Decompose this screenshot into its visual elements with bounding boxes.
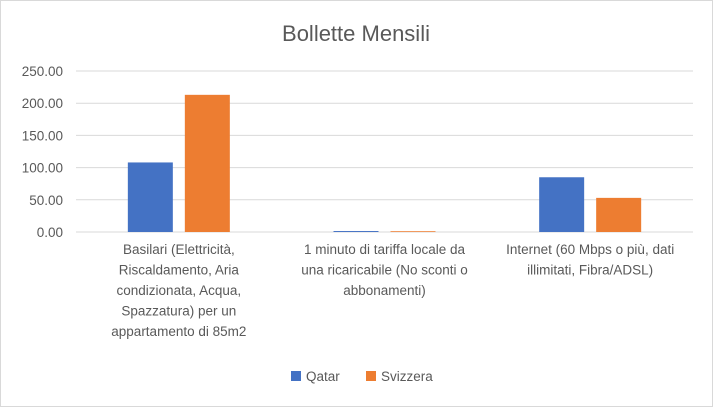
x-category-label: una ricaricabile (No sconti o [301,263,468,278]
x-category-label: illimitati, Fibra/ADSL) [527,263,653,278]
bars [127,94,642,232]
y-tick-label: 150.00 [22,128,63,143]
y-tick-label: 100.00 [22,161,63,176]
x-category-label: abbonamenti) [343,283,426,298]
bar-qatar [127,162,173,232]
y-axis: 0.00 50.00 100.00 150.00 200.00 250.00 [22,64,63,240]
bar-qatar [539,177,585,232]
gridlines [76,70,693,233]
x-category-label: Basilari (Elettricità, [123,242,235,257]
legend-swatch [366,371,376,381]
x-category-label: Riscaldamento, Aria [119,263,240,278]
x-category-label: condizionata, Acqua, [117,283,242,298]
legend-label: Qatar [306,369,340,384]
x-category-label: Spazzatura) per un [121,304,236,319]
bar-svizzera [390,231,436,232]
legend: Qatar Svizzera [291,369,433,384]
bar-svizzera [596,197,642,232]
y-tick-label: 0.00 [37,225,63,240]
legend-label: Svizzera [381,369,433,384]
legend-swatch [291,371,301,381]
chart-title: Bollette Mensili [282,21,430,46]
x-axis: Basilari (Elettricità, Riscaldamento, Ari… [111,242,674,339]
y-tick-label: 250.00 [22,64,63,79]
bar-qatar [333,231,379,232]
y-tick-label: 200.00 [22,96,63,111]
x-category-label: appartamento di 85m2 [111,324,246,339]
bar-svizzera [184,94,230,232]
y-tick-label: 50.00 [29,193,63,208]
x-category-label: 1 minuto di tariffa locale da [304,242,466,257]
x-category-label: Internet (60 Mbps o più, dati [506,242,674,257]
